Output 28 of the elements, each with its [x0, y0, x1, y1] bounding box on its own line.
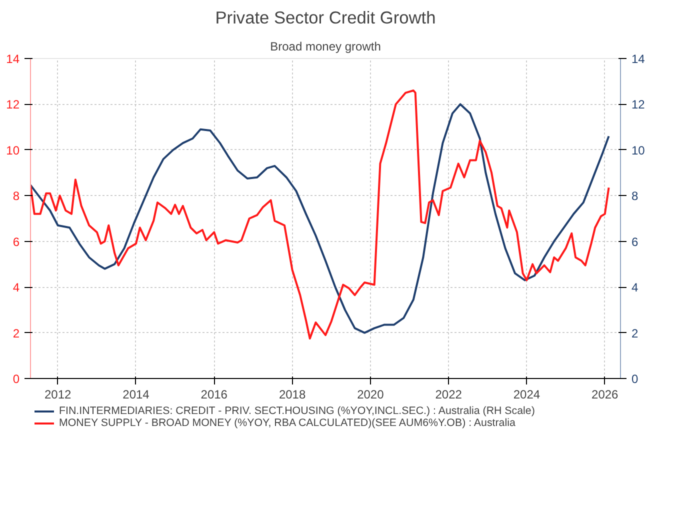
- x-tick-label: 2018: [278, 388, 306, 402]
- y-tick-label: 2: [12, 326, 20, 340]
- legend-label: FIN.INTERMEDIARIES: CREDIT - PRIV. SECT.HOUSING (%YOY,INCL.SEC.) : Australia (RH Scale): [59, 405, 535, 417]
- x-tick-label: 2026: [592, 388, 619, 402]
- legend-label: MONEY SUPPLY - BROAD MONEY (%YOY, RBA CALCULATED)(SEE AUM6%Y.OB) : Australia: [59, 417, 516, 429]
- y-tick-label: 0: [12, 372, 20, 386]
- y2-tick-label: 6: [632, 234, 638, 249]
- y2-tick-label: 4: [632, 280, 638, 295]
- y2-tick-label: 8: [632, 189, 638, 204]
- y-tick-label: 14: [6, 52, 20, 66]
- y2-tick-label: 2: [632, 326, 638, 340]
- chart-subtitle: Broad money growth: [270, 40, 381, 54]
- y2-tick-label: 14: [632, 52, 646, 66]
- y2-tick-label: 12: [632, 98, 646, 112]
- y-tick-label: 10: [6, 143, 20, 158]
- x-tick-label: 2012: [44, 388, 72, 402]
- x-tick-label: 2014: [122, 388, 150, 402]
- x-tick-label: 2020: [357, 388, 384, 402]
- x-tick-label: 2022: [435, 388, 462, 402]
- chart-title: Private Sector Credit Growth: [215, 8, 436, 28]
- x-tick-label: 2024: [513, 388, 540, 402]
- y-tick-label: 12: [6, 98, 20, 112]
- y-tick-label: 6: [12, 234, 20, 249]
- y-tick-label: 4: [12, 280, 20, 295]
- y-tick-label: 8: [12, 189, 20, 204]
- x-tick-label: 2016: [200, 388, 228, 402]
- y2-tick-label: 0: [632, 372, 638, 386]
- y2-tick-label: 10: [632, 143, 646, 158]
